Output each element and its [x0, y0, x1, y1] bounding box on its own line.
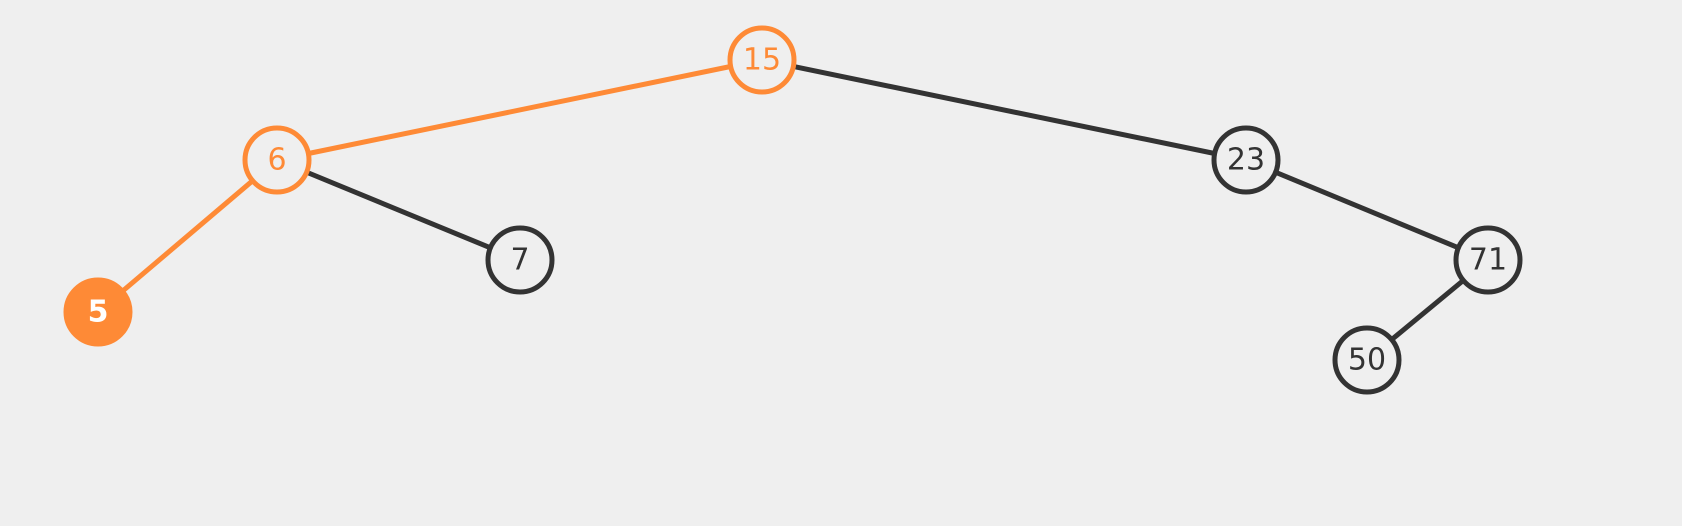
node-circle [727, 25, 797, 95]
node-label: 50 [1348, 343, 1386, 378]
node-label: 15 [743, 43, 781, 78]
edge-6-5 [96, 158, 279, 314]
tree-node-5[interactable]: 5 [63, 277, 133, 347]
tree-node-7[interactable]: 7 [485, 225, 555, 295]
node-label: 71 [1469, 243, 1507, 278]
edge-15-23 [761, 57, 1247, 163]
node-circle [1211, 125, 1281, 195]
node-circle [63, 277, 133, 347]
edge-6-7 [276, 157, 521, 263]
node-label: 6 [267, 143, 286, 178]
node-label: 7 [510, 243, 529, 278]
tree-node-6[interactable]: 6 [242, 125, 312, 195]
node-label: 5 [88, 295, 109, 330]
edge-23-71 [1245, 157, 1489, 263]
node-label: 23 [1227, 143, 1265, 178]
tree-node-50[interactable]: 50 [1332, 325, 1402, 395]
node-circle [1332, 325, 1402, 395]
edge-15-6 [276, 57, 763, 163]
nodes-layer: 15 6 23 5 7 71 50 [63, 25, 1523, 395]
edges-layer [96, 57, 1490, 362]
tree-node-23[interactable]: 23 [1211, 125, 1281, 195]
tree-node-71[interactable]: 71 [1453, 225, 1523, 295]
node-circle [1453, 225, 1523, 295]
tree-node-15[interactable]: 15 [727, 25, 797, 95]
node-circle [242, 125, 312, 195]
node-circle [485, 225, 555, 295]
